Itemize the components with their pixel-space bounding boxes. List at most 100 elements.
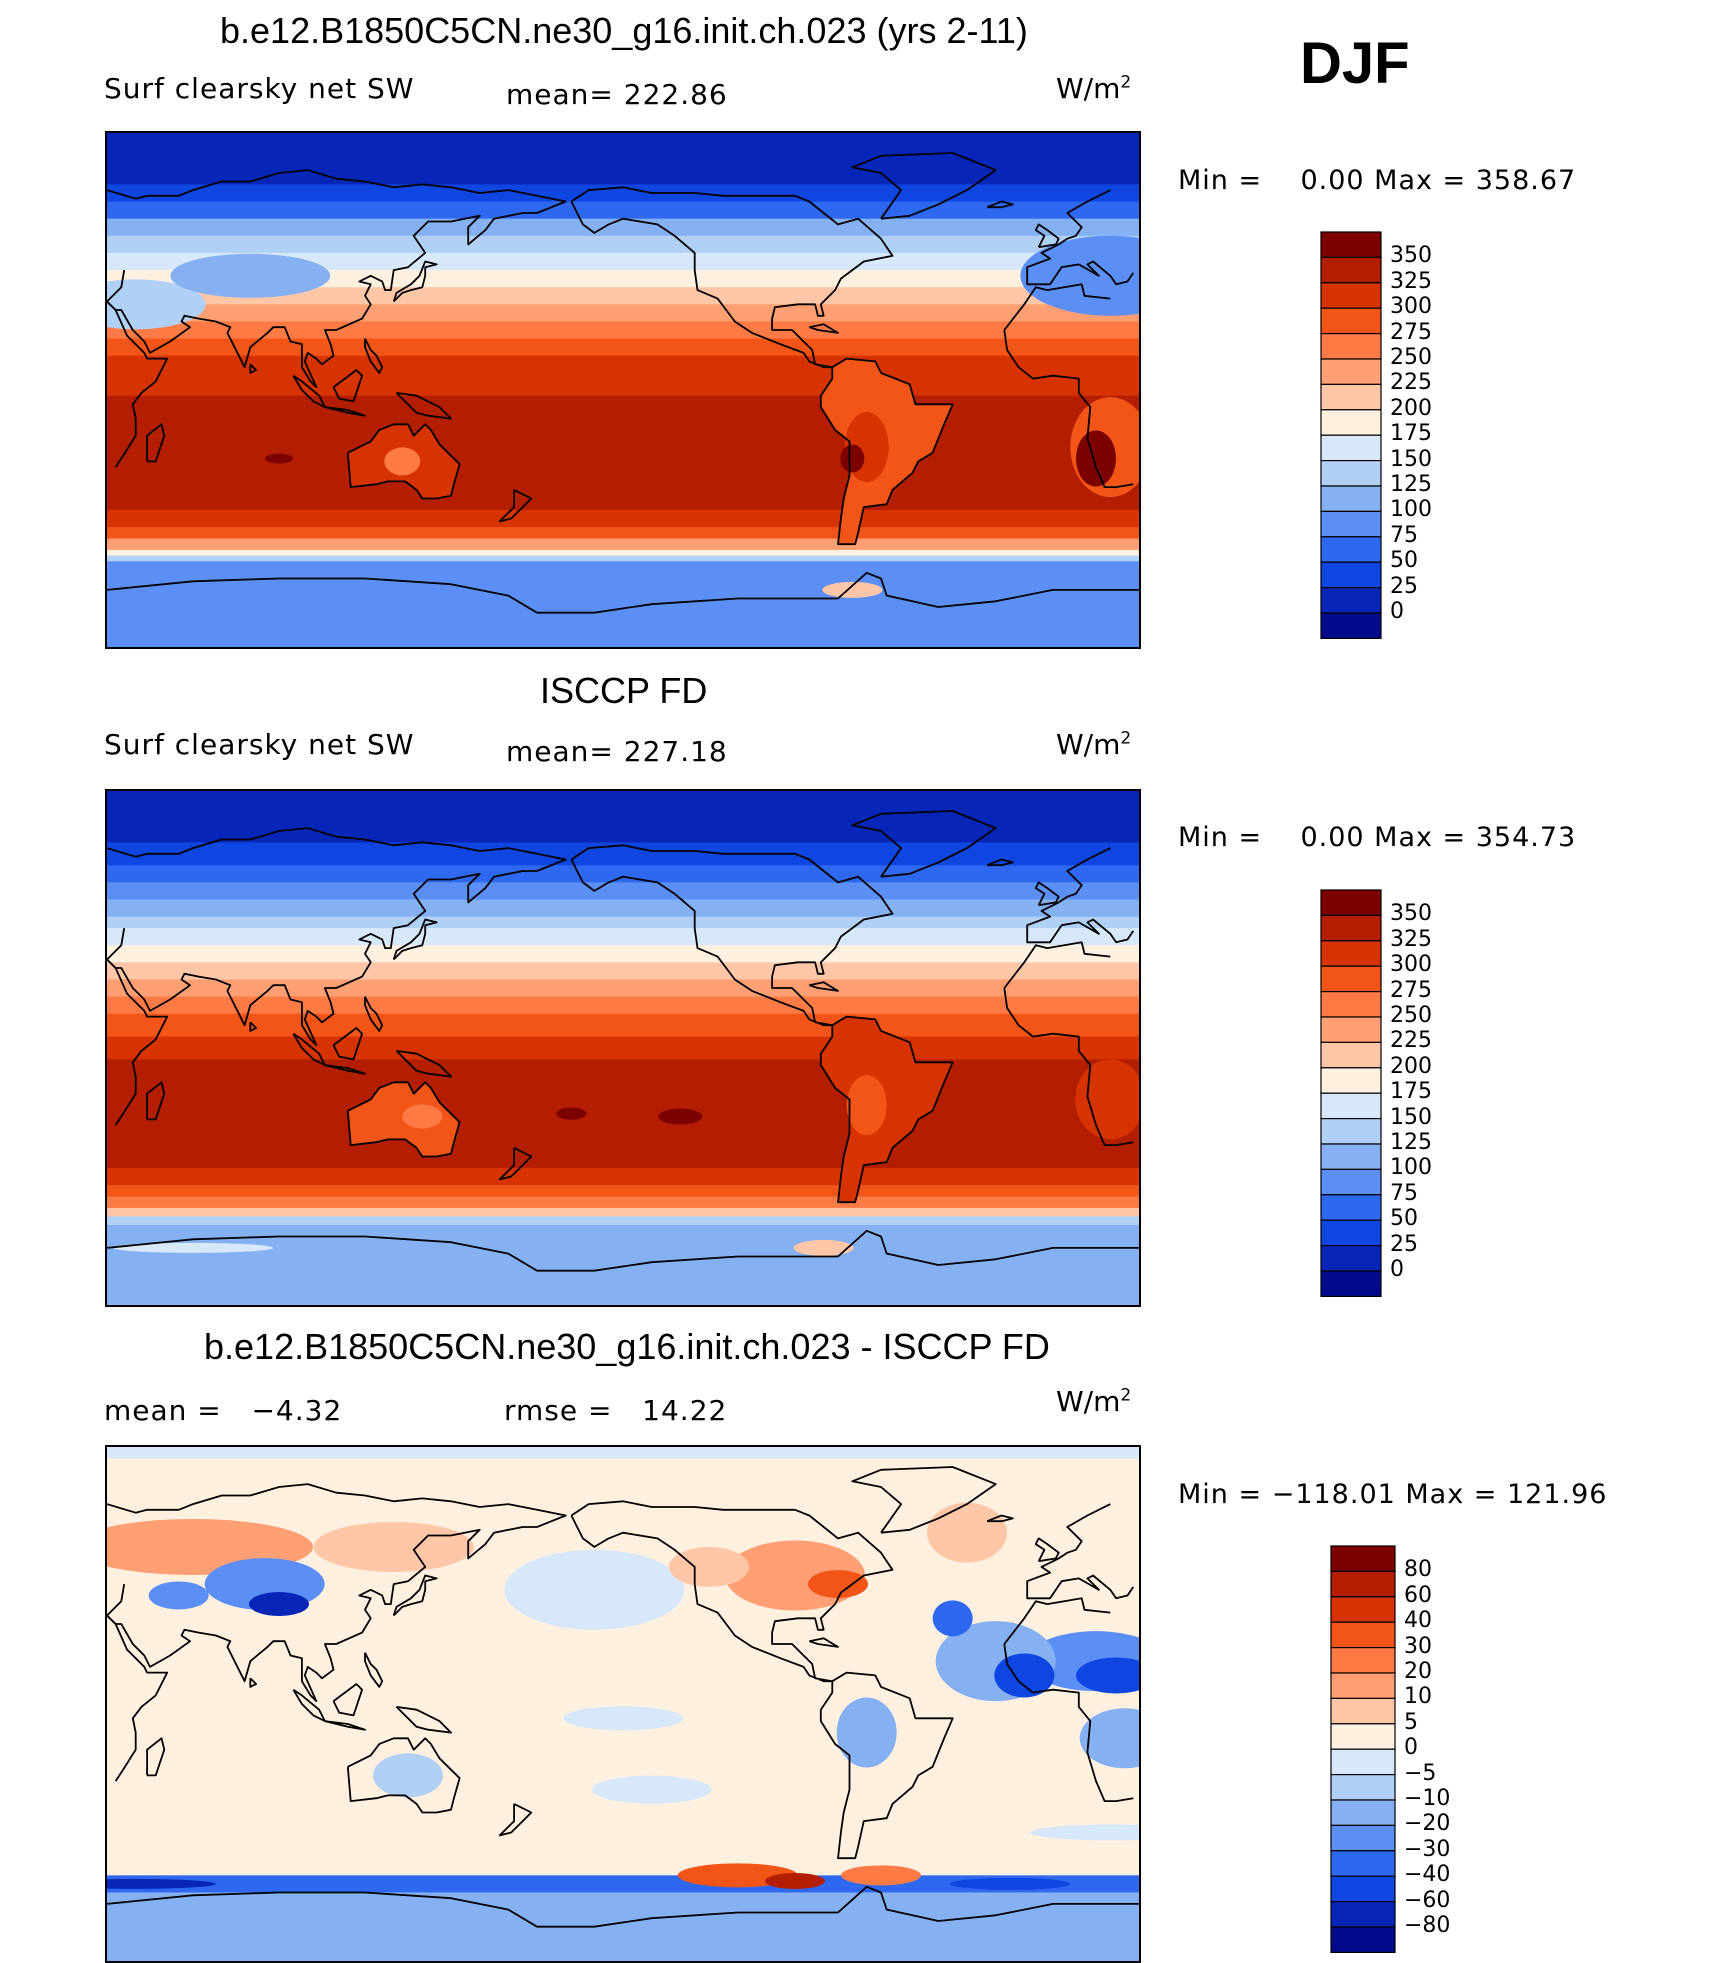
coastline	[107, 571, 1139, 614]
colorbar-swatch	[1330, 1646, 1396, 1674]
coastline	[392, 260, 438, 303]
colorbar-swatch	[1330, 1748, 1396, 1776]
contour-patch	[822, 581, 883, 598]
colorbar-swatch	[1320, 1245, 1382, 1272]
colorbar-tick-label: 250	[1390, 1003, 1432, 1028]
colorbar-tick-label: 200	[1390, 1053, 1432, 1079]
colorbar-tick-label: 30	[1404, 1633, 1432, 1659]
coastline	[107, 1597, 1134, 1802]
contour-band	[107, 395, 1139, 511]
contour-band	[107, 1059, 1139, 1169]
coastline	[809, 323, 839, 334]
map-model	[105, 131, 1141, 649]
contour-patch	[808, 1570, 868, 1599]
coastline	[498, 1147, 533, 1181]
colorbar-swatch	[1330, 1672, 1396, 1699]
map-diff	[105, 1445, 1141, 1963]
colorbar-swatch	[1330, 1545, 1396, 1572]
contour-band	[107, 184, 1139, 203]
colorbar-tick-label: 125	[1390, 1130, 1432, 1155]
max-patch	[658, 1108, 703, 1125]
mean-label: mean= 222.86	[506, 78, 728, 111]
units-label: W/m2	[1056, 1385, 1132, 1418]
contour-band	[107, 1167, 1139, 1186]
colorbar-tick-label: 275	[1390, 319, 1432, 345]
coastline	[249, 1677, 257, 1688]
colorbar-swatch	[1320, 332, 1382, 360]
panel-title: b.e12.B1850C5CN.ne30_g16.init.ch.023 - I…	[204, 1326, 1050, 1367]
contour-patch	[836, 1697, 897, 1768]
colorbar-swatch	[1320, 1067, 1382, 1094]
contour-band	[107, 928, 1139, 946]
max-patch	[556, 1107, 587, 1120]
field-label: Surf clearsky net SW	[104, 72, 415, 105]
panel-title: ISCCP FD	[540, 670, 708, 711]
coastline	[498, 489, 533, 523]
coastline	[570, 844, 894, 1027]
contour-band	[107, 1447, 1139, 1459]
colorbar-swatch	[1320, 282, 1382, 309]
colorbar-tick-label: 325	[1390, 268, 1432, 294]
coastline	[570, 1500, 894, 1683]
colorbar-swatch	[1320, 1270, 1382, 1297]
mean-label: mean = −4.32	[104, 1394, 343, 1427]
colorbar-swatch	[1320, 409, 1382, 436]
colorbar-swatch	[1320, 358, 1382, 385]
colorbar-tick-label: 350	[1390, 901, 1432, 927]
coastline	[395, 392, 452, 420]
coastline	[332, 1683, 363, 1717]
contour-band	[107, 1225, 1139, 1305]
coastline	[986, 1514, 1014, 1523]
coastline	[146, 423, 166, 463]
contour-band	[107, 1185, 1139, 1197]
colorbar-tick-label: 200	[1390, 395, 1432, 421]
colorbar-tick-label: 175	[1390, 421, 1432, 447]
colorbar-tick-label: −10	[1404, 1786, 1451, 1811]
contour-band	[107, 509, 1139, 528]
colorbar-tick-label: 50	[1390, 1206, 1418, 1232]
colorbar-tick-label: 100	[1390, 1155, 1432, 1181]
colorbar-tick-label: 75	[1390, 522, 1418, 548]
contour-patch	[249, 1592, 309, 1617]
coastline	[292, 1032, 326, 1066]
colorbar-tick-label: 0	[1390, 1257, 1404, 1282]
mean-label: mean= 227.18	[506, 735, 728, 768]
contour-band	[107, 979, 1139, 998]
contour-band	[107, 218, 1139, 237]
coastline	[851, 810, 997, 878]
contour-band	[107, 1196, 1139, 1209]
coastline	[107, 1229, 1139, 1272]
contour-patch	[1079, 1708, 1139, 1769]
contour-band	[107, 235, 1139, 254]
coastline	[146, 1081, 166, 1121]
coastline	[986, 200, 1014, 209]
colorbar-swatch	[1320, 612, 1382, 639]
contour-band	[107, 899, 1139, 918]
coastline	[819, 1015, 954, 1204]
contour-patch	[113, 1242, 273, 1253]
colorbar-tick-label: −20	[1404, 1811, 1451, 1837]
coastline	[324, 406, 366, 417]
colorbar-tick-label: 150	[1390, 1104, 1432, 1130]
contour-patch	[107, 279, 206, 330]
colorbar-swatch	[1320, 307, 1382, 335]
colorbar-tick-label: 225	[1390, 370, 1432, 396]
contour-patch	[994, 1653, 1055, 1698]
coastline	[392, 918, 438, 961]
colorbar-swatch	[1320, 914, 1382, 942]
colorbar-tick-label: 0	[1390, 599, 1404, 624]
colorbar-swatch	[1320, 1118, 1382, 1145]
coastline	[851, 152, 997, 220]
coastline	[1034, 1537, 1060, 1563]
colorbar-swatch	[1320, 434, 1382, 462]
contour-patch	[1075, 1059, 1139, 1140]
colorbar-swatch	[1320, 940, 1382, 967]
contour-patch	[563, 1706, 683, 1731]
colorbar-swatch	[1330, 1621, 1396, 1649]
colorbar-swatch	[1330, 1875, 1396, 1903]
units-label: W/m2	[1056, 728, 1132, 761]
colorbar-tick-label: 25	[1390, 1231, 1418, 1257]
contour-band	[107, 945, 1139, 963]
units-label: W/m2	[1056, 72, 1132, 105]
coastline	[346, 1081, 461, 1158]
